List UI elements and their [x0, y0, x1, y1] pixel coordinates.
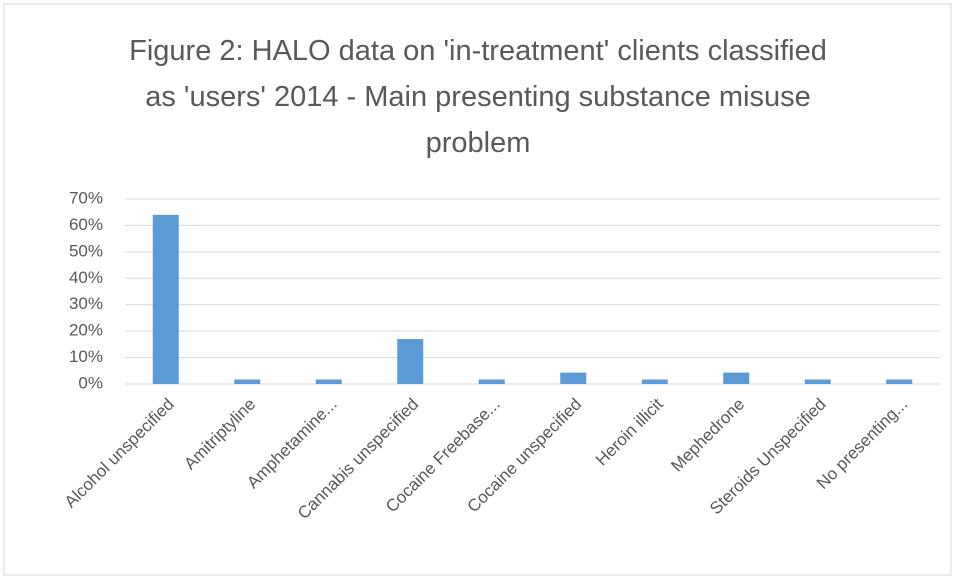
y-tick-label: 70%	[69, 188, 103, 207]
y-tick-label: 10%	[69, 347, 103, 366]
bar	[234, 379, 261, 384]
bar	[641, 379, 668, 384]
bar	[723, 372, 750, 384]
y-tick-label: 30%	[69, 294, 103, 313]
bar	[478, 379, 505, 384]
y-tick-label: 20%	[69, 321, 103, 340]
x-tick-label: Mephedrone	[667, 395, 748, 476]
x-tick-label: Alcohol unspecified	[61, 395, 178, 512]
x-tick-label: Amitriptyline	[180, 395, 259, 474]
bar	[560, 372, 587, 384]
y-tick-label: 40%	[69, 268, 103, 287]
x-tick-label: Heroin illicit	[592, 394, 667, 469]
bar	[315, 379, 342, 384]
y-tick-label: 50%	[69, 241, 103, 260]
bar	[804, 379, 831, 384]
bar	[886, 379, 913, 384]
bar	[397, 339, 424, 384]
chart-title: Figure 2: HALO data on 'in-treatment' cl…	[129, 35, 827, 159]
y-tick-label: 60%	[69, 215, 103, 234]
chart-border	[3, 3, 952, 576]
bar	[152, 214, 179, 384]
y-tick-label: 0%	[78, 373, 103, 392]
